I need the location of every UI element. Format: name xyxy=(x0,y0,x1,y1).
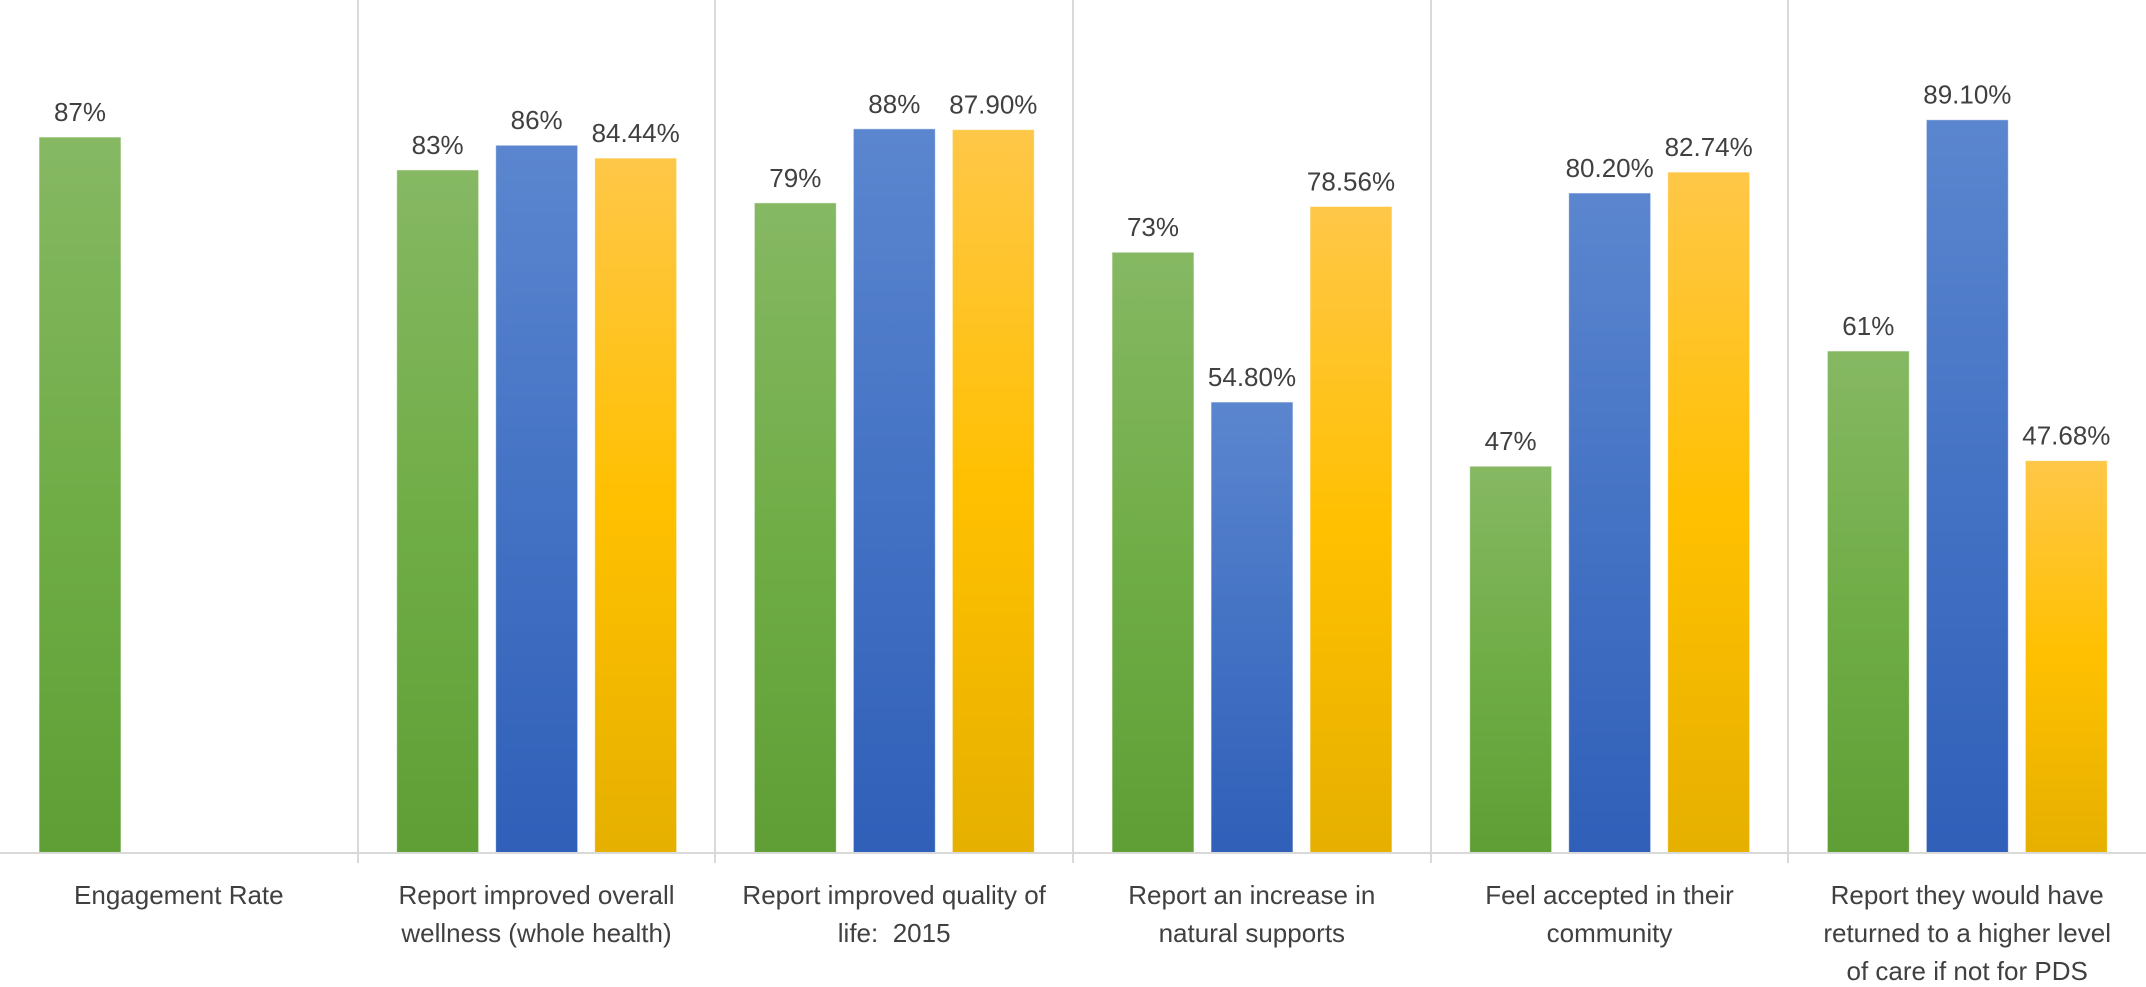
data-label: 47.68% xyxy=(2022,421,2110,451)
category-labels: Engagement Rate Report improved overall we… xyxy=(74,880,2111,986)
bar-series-2-cat-2 xyxy=(951,129,1035,854)
data-label: 73% xyxy=(1127,212,1179,242)
bar-series-1-cat-5 xyxy=(1925,119,2009,854)
category-label: of care if not for PDS xyxy=(1847,956,2088,986)
category-label: Feel accepted in their xyxy=(1485,880,1734,910)
bar-series-0-cat-2 xyxy=(753,202,837,854)
bars xyxy=(38,119,2108,854)
category-label: Engagement Rate xyxy=(74,880,284,910)
data-label: 61% xyxy=(1842,311,1894,341)
bar-series-0-cat-1 xyxy=(396,169,480,854)
category-label: Report they would have xyxy=(1831,880,2104,910)
category-label: natural supports xyxy=(1159,918,1345,948)
category-label: Report improved overall xyxy=(398,880,674,910)
bar-series-1-cat-2 xyxy=(852,128,936,854)
bar-series-0-cat-4 xyxy=(1469,465,1553,854)
bar-series-1-cat-1 xyxy=(495,144,579,854)
bar-series-1-cat-3 xyxy=(1210,401,1294,854)
data-label: 78.56% xyxy=(1307,166,1395,196)
bar-series-2-cat-1 xyxy=(594,157,678,854)
data-label: 89.10% xyxy=(1923,80,2011,110)
category-label: life: 2015 xyxy=(838,918,951,948)
data-labels: 87% 83% 79% 73% 47% 61% 86% 88% 54.80% 80.20% 89.1… xyxy=(54,80,2110,456)
category-label: wellness (whole health) xyxy=(400,918,671,948)
data-label: 54.80% xyxy=(1208,362,1296,392)
bar-series-2-cat-5 xyxy=(2024,460,2108,854)
data-label: 80.20% xyxy=(1566,153,1654,183)
category-label: Report an increase in xyxy=(1128,880,1375,910)
data-label: 88% xyxy=(868,89,920,119)
data-label: 79% xyxy=(769,163,821,193)
bar-series-2-cat-4 xyxy=(1667,171,1751,854)
category-label: community xyxy=(1547,918,1673,948)
category-label: Report improved quality of xyxy=(742,880,1046,910)
bar-series-1-cat-4 xyxy=(1568,192,1652,854)
data-label: 47% xyxy=(1485,426,1537,456)
data-label: 83% xyxy=(412,130,464,160)
data-label: 82.74% xyxy=(1665,132,1753,162)
data-label: 87.90% xyxy=(949,90,1037,120)
bar-series-0-cat-5 xyxy=(1826,350,1910,854)
category-dividers xyxy=(357,0,1789,863)
bar-series-0-cat-3 xyxy=(1111,251,1195,854)
data-label: 84.44% xyxy=(592,118,680,148)
data-label: 86% xyxy=(511,105,563,135)
bar-series-2-cat-3 xyxy=(1309,205,1393,854)
category-label: returned to a higher level xyxy=(1823,918,2111,948)
bar-series-0-cat-0 xyxy=(38,136,122,854)
data-label: 87% xyxy=(54,97,106,127)
